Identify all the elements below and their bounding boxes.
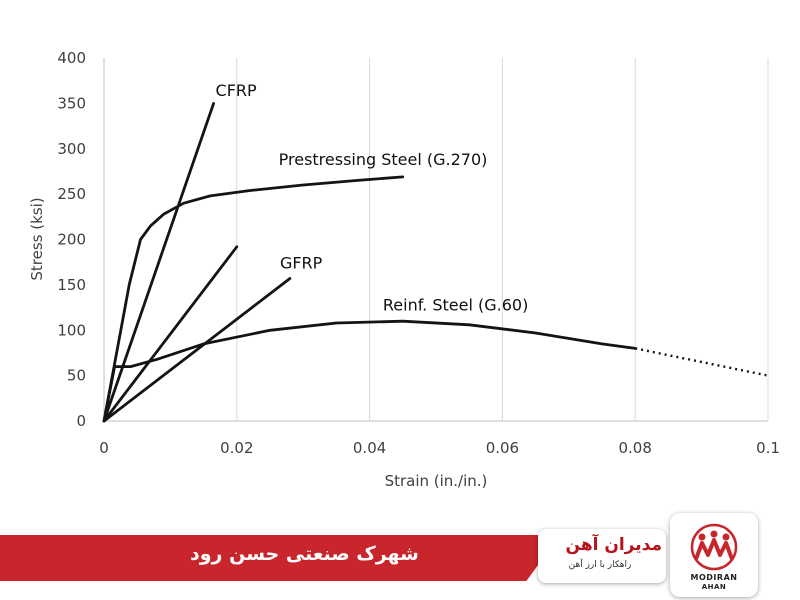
people-logo-icon [690, 523, 738, 571]
y-axis-title: Stress (ksi) [28, 197, 46, 280]
y-tick-label: 150 [57, 276, 86, 294]
banner-caption: شهرک صنعتی حسن رود [190, 543, 419, 565]
series-label-prestressing-steel-g-270: Prestressing Steel (G.270) [279, 150, 488, 169]
brand-tagline: راهکار با ارز آهن [568, 560, 632, 570]
x-tick-label: 0.02 [220, 439, 253, 457]
series-curves [102, 102, 769, 423]
x-tick-label: 0.06 [486, 439, 519, 457]
y-tick-labels: 0 50 100 150 200 250 300 350 400 [57, 49, 86, 430]
y-tick-label: 350 [57, 94, 86, 112]
series-label-reinf-steel-g-60: Reinf. Steel (G.60) [383, 295, 528, 314]
series-label-cfrp: CFRP [216, 81, 257, 100]
x-tick-label: 0 [99, 439, 109, 457]
series-line-gfrp [102, 245, 239, 423]
axes [103, 58, 768, 422]
logo-text-line2: AHAN [701, 583, 727, 591]
brand-logo[interactable]: MODIRAN AHAN [670, 513, 758, 597]
series-line-unnamed [102, 277, 292, 423]
series-line-reinf-steel-g-60-extension [634, 347, 769, 377]
x-tick-label: 0.1 [756, 439, 780, 457]
x-tick-label: 0.08 [618, 439, 651, 457]
series-label-gfrp: GFRP [280, 254, 323, 273]
x-axis-title: Strain (in./in.) [385, 472, 488, 490]
y-tick-label: 250 [57, 185, 86, 203]
logo-text-line1: MODIRAN [690, 573, 738, 582]
banner-red-strip [0, 535, 560, 581]
y-tick-label: 200 [57, 231, 86, 249]
y-tick-label: 0 [76, 412, 86, 430]
series-line-prestressing-steel-g-270 [102, 175, 405, 423]
brand-name: مدیران آهن [565, 535, 662, 555]
footer-banner: شهرک صنعتی حسن رود مدیران آهن راهکار با … [0, 513, 800, 600]
y-tick-label: 50 [67, 367, 86, 385]
x-tick-labels: 0 0.02 0.04 0.06 0.08 0.1 [99, 439, 780, 457]
brand-card[interactable]: مدیران آهن راهکار با ارز آهن [538, 529, 666, 583]
series-line-cfrp [102, 102, 215, 423]
y-tick-label: 300 [57, 140, 86, 158]
y-tick-label: 100 [57, 321, 86, 339]
y-tick-label: 400 [57, 49, 86, 67]
grid-lines [236, 58, 769, 421]
x-tick-label: 0.04 [353, 439, 386, 457]
series-line-reinf-steel-g-60 [102, 319, 637, 423]
series-labels: CFRP Prestressing Steel (G.270) GFRP Reinf.… [216, 81, 529, 314]
